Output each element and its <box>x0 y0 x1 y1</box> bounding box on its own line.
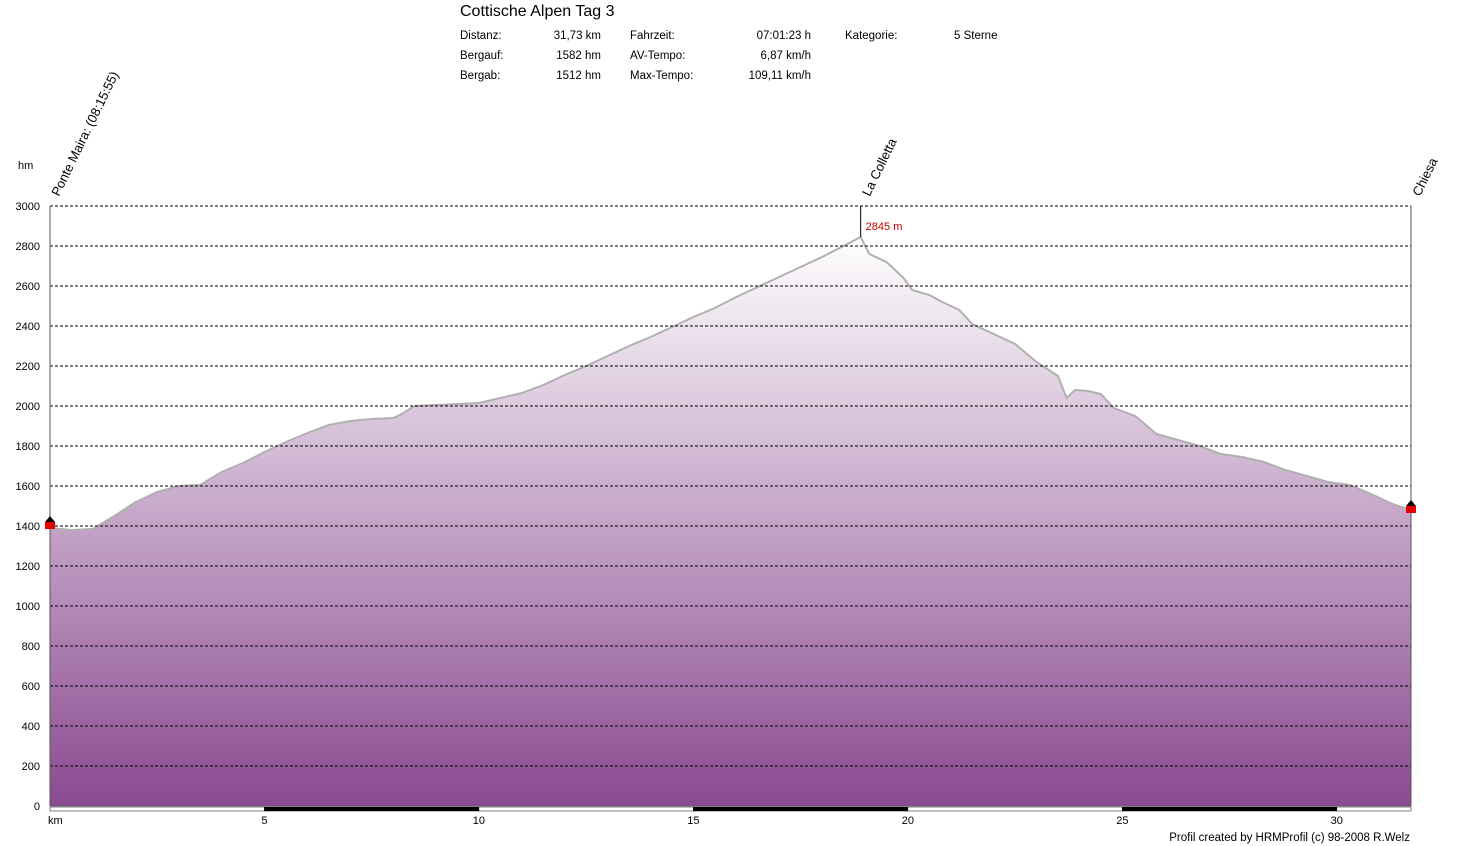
y-tick-label: 1000 <box>16 601 40 613</box>
stat-max-speed-label: Max-Tempo: <box>630 70 694 82</box>
y-tick-label: 600 <box>22 681 40 693</box>
y-tick-label: 800 <box>22 641 40 653</box>
x-axis-segment <box>478 806 694 812</box>
x-tick-label: 5 <box>261 815 267 827</box>
y-tick-label: 200 <box>22 761 40 773</box>
stat-avg-speed-label: AV-Tempo: <box>630 50 686 62</box>
peak-elevation-label: 2845 m <box>866 221 903 233</box>
x-axis-segment <box>907 806 1123 812</box>
y-tick-label: 2600 <box>16 281 40 293</box>
elevation-area <box>50 237 1411 806</box>
y-tick-label: 2000 <box>16 401 40 413</box>
stat-time-value: 07:01:23 h <box>756 30 811 42</box>
x-axis-segment <box>1122 806 1338 812</box>
y-tick-label: 1600 <box>16 481 40 493</box>
marker-box <box>1406 506 1416 513</box>
x-tick-label: 20 <box>902 815 914 827</box>
y-axis-label: hm <box>18 160 33 172</box>
x-axis-segment <box>264 806 480 812</box>
y-tick-label: 2200 <box>16 361 40 373</box>
x-tick-label: 30 <box>1331 815 1343 827</box>
stat-distance-value: 31,73 km <box>553 30 601 42</box>
marker-arrow <box>45 516 55 522</box>
elevation-line <box>49 235 1412 532</box>
x-axis-segment <box>693 806 909 812</box>
marker-arrow <box>1406 500 1416 506</box>
x-axis-label: km <box>48 815 63 827</box>
y-tick-label: 3000 <box>16 201 40 213</box>
stat-descent-value: 1512 hm <box>556 70 601 82</box>
x-tick-label: 15 <box>687 815 699 827</box>
stat-avg-speed-value: 6,87 km/h <box>760 50 812 62</box>
waypoint-label: La Colletta <box>859 135 900 198</box>
credit-text: Profil created by HRMProfil (c) 98-2008 … <box>1169 832 1410 844</box>
stat-category-value: 5 Sterne <box>954 30 998 42</box>
stat-ascent-label: Bergauf: <box>460 50 504 62</box>
x-axis-segment <box>49 806 265 812</box>
y-tick-label: 1200 <box>16 561 40 573</box>
x-axis-segment <box>1336 806 1412 812</box>
y-tick-label: 1800 <box>16 441 40 453</box>
chart-title: Cottische Alpen Tag 3 <box>460 3 615 20</box>
stat-ascent-value: 1582 hm <box>556 50 601 62</box>
x-tick-label: 25 <box>1116 815 1128 827</box>
y-tick-label: 2800 <box>16 241 40 253</box>
stat-category-label: Kategorie: <box>845 30 898 42</box>
waypoint-label: Ponte Maira: (08:15:55) <box>48 69 121 198</box>
stat-distance-label: Distanz: <box>460 30 502 42</box>
x-tick-label: 10 <box>473 815 485 827</box>
y-tick-label: 1400 <box>16 521 40 533</box>
marker-box <box>45 522 55 529</box>
stat-time-label: Fahrzeit: <box>630 30 675 42</box>
y-tick-label: 2400 <box>16 321 40 333</box>
waypoint-label: Chiesa <box>1409 155 1441 199</box>
y-tick-label: 400 <box>22 721 40 733</box>
stat-max-speed-value: 109,11 km/h <box>748 70 811 82</box>
y-tick-label: 0 <box>34 801 40 813</box>
stat-descent-label: Bergab: <box>460 70 501 82</box>
